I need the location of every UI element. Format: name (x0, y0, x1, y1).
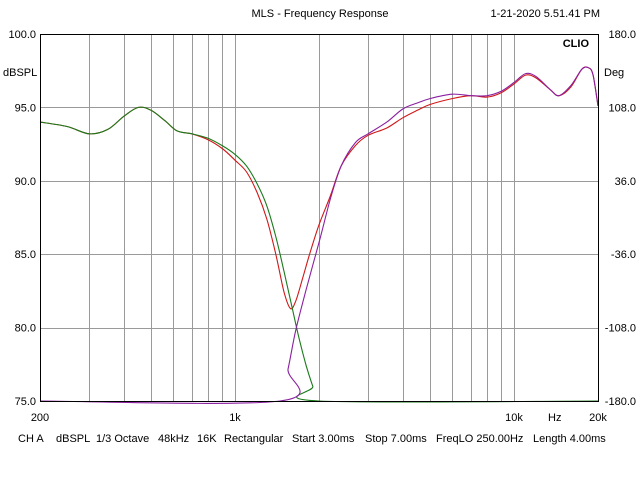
status-window: Rectangular (224, 433, 284, 445)
y-right-tick-label: -36.0 (611, 249, 636, 261)
status-length: Length 4.00ms (533, 433, 606, 445)
y-left-tick-label: 75.0 (15, 396, 36, 408)
status-freqlo: FreqLO 250.00Hz (436, 433, 523, 445)
y-right-label: Deg (604, 67, 624, 79)
y-right-tick-label: 108.0 (608, 102, 636, 114)
status-line: CH A dBSPL 1/3 Octave 48kHz 16K Rectangu… (18, 433, 606, 445)
status-start: Start 3.00ms (292, 433, 355, 445)
y-left-tick-label: 85.0 (15, 249, 36, 261)
x-tick-label: 10k (505, 412, 523, 424)
series-green-line (39, 106, 599, 403)
timestamp: 1-21-2020 5.51.41 PM (491, 8, 600, 20)
x-tick-label: 200 (31, 412, 49, 424)
x-tick-label: 1k (229, 412, 241, 424)
status-sample-rate: 48kHz (158, 433, 189, 445)
y-left-label: dBSPL (3, 67, 37, 79)
y-left-tick-label: 90.0 (15, 176, 36, 188)
y-right-tick-label: 36.0 (615, 176, 636, 188)
y-right-tick-label: 180.0 (608, 29, 636, 41)
status-unit: dBSPL (56, 433, 90, 445)
grid (40, 34, 598, 401)
x-tick-label: Hz (548, 412, 561, 424)
y-right-tick-label: -180.0 (605, 396, 636, 408)
y-right-tick-label: -108.0 (605, 323, 636, 335)
y-right-tick-labels: 180.0 108.0 36.0 -36.0 -108.0 -180.0 (605, 29, 636, 408)
status-stop: Stop 7.00ms (365, 433, 427, 445)
series-group (39, 66, 599, 404)
y-left-tick-label: 100.0 (8, 29, 36, 41)
y-left-tick-labels: 100.0 95.0 90.0 85.0 80.0 75.0 (8, 29, 36, 408)
status-channel: CH A (18, 433, 44, 445)
plot-frame (40, 34, 599, 402)
chart-title: MLS - Frequency Response (252, 8, 389, 20)
y-left-tick-label: 95.0 (15, 102, 36, 114)
x-tick-label: 20k (589, 412, 607, 424)
y-left-tick-label: 80.0 (15, 323, 36, 335)
series-purple-line (39, 66, 599, 404)
x-tick-labels: 200 1k 10k Hz 20k (31, 412, 608, 424)
status-smoothing: 1/3 Octave (96, 433, 149, 445)
brand-logo: CLIO (563, 38, 590, 50)
status-size: 16K (197, 433, 217, 445)
